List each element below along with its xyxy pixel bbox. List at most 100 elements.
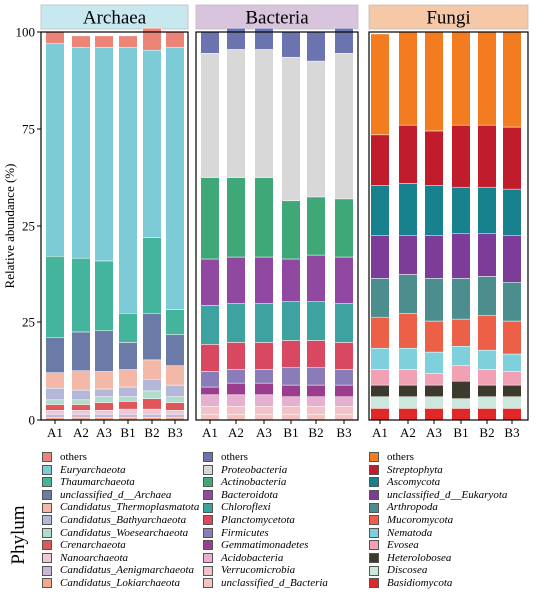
bar-segment — [142, 359, 162, 380]
legend-item: Candidatus_Thermoplasmatota — [42, 501, 199, 514]
bar-segment — [118, 386, 138, 397]
x-tick-label: B2 — [144, 425, 159, 440]
x-tick-label: B1 — [283, 425, 298, 440]
legend-title-text: Phylum — [8, 505, 29, 565]
bar-segment — [398, 235, 418, 275]
bar-segment — [118, 369, 138, 388]
bar-segment — [118, 342, 138, 370]
bar-segment — [451, 186, 471, 235]
bar-segment — [281, 340, 301, 368]
bar-segment — [398, 408, 418, 421]
bar-segment — [281, 200, 301, 260]
bar-segment — [306, 406, 326, 415]
bar-segment — [281, 384, 301, 397]
bar-segment — [451, 398, 471, 409]
bar-segment — [334, 369, 354, 386]
x-tick-label: B1 — [453, 425, 468, 440]
bar-segment — [71, 413, 91, 418]
legend-label: Candidatus_Aenigmarchaeota — [60, 564, 195, 577]
bar-segment — [94, 410, 114, 415]
legend-item: Streptophyta — [369, 464, 507, 477]
bar-segment — [281, 56, 301, 202]
bar-segment — [398, 124, 418, 184]
bar-segment — [45, 256, 65, 338]
bar-segment — [306, 340, 326, 368]
legend-label: Nanoarchaeota — [60, 551, 129, 564]
bar-segment — [370, 347, 390, 370]
bar-segment — [94, 396, 114, 403]
legend-label: Gemmatimonadetes — [221, 539, 309, 552]
legend-label: others — [387, 451, 414, 463]
facet-title: Bacteria — [245, 8, 309, 29]
bar-segment — [502, 188, 522, 236]
legend-label: Proteobacteria — [221, 463, 288, 476]
bar-segment — [200, 386, 220, 396]
legend-swatch — [203, 490, 213, 501]
x-tick-label: B2 — [308, 425, 323, 440]
bar-segment — [424, 31, 444, 132]
bar-segment — [281, 31, 301, 58]
bar-segment — [226, 27, 246, 50]
y-tick-label: 0 — [29, 413, 36, 428]
bar-segment — [94, 402, 114, 411]
legend-item: Chloroflexi — [203, 501, 328, 514]
bar-segment — [477, 276, 497, 316]
x-tick-label: B2 — [479, 425, 494, 440]
legend-label: others — [60, 451, 87, 463]
bar-segment — [306, 396, 326, 407]
bar-segment — [451, 124, 471, 188]
bar-segment — [502, 408, 522, 421]
y-axis: 0 25 25 75 100 — [16, 25, 41, 428]
bar-segment — [254, 342, 274, 370]
bar-segment — [477, 396, 497, 409]
bar-segment — [334, 396, 354, 407]
x-tick-label: B3 — [167, 425, 182, 440]
legend-item: Thaumarchaeota — [42, 476, 199, 489]
bar-segment — [334, 303, 354, 343]
bar-segment — [502, 282, 522, 322]
bar-segment — [398, 31, 418, 126]
legend-label: Verrucomicrobia — [221, 564, 296, 577]
legend-fungi: others Streptophyta Ascomycota unclassified… — [369, 451, 507, 590]
y-axis-title: Relative abundance (%) — [2, 164, 17, 289]
y-tick-label: 100 — [16, 25, 36, 40]
bar-segment — [424, 185, 444, 236]
bar-segment — [94, 371, 114, 390]
legend-swatch — [203, 540, 213, 551]
bar-segment — [254, 413, 274, 421]
bar-segment — [94, 413, 114, 418]
legend-swatch — [369, 464, 379, 475]
legend-item: unclassified_d__Eukaryota — [369, 489, 507, 502]
bar-segment — [45, 410, 65, 415]
bar-segment — [477, 124, 497, 188]
legend-item: Discosea — [369, 564, 507, 577]
legend-swatch — [369, 527, 379, 538]
bar-segment — [451, 31, 471, 126]
bar-segment — [306, 367, 326, 386]
x-tick-label: A2 — [228, 425, 244, 440]
legend-item: Verrucomicrobia — [203, 564, 328, 577]
bar-segment — [424, 130, 444, 186]
bar-segment — [370, 396, 390, 409]
legend-swatch — [203, 515, 213, 526]
bar-segment — [200, 31, 220, 54]
legend-item: others — [42, 451, 199, 464]
legend-item: Basidiomycota — [369, 577, 507, 590]
bar-segment — [45, 399, 65, 405]
bar-segment — [165, 402, 185, 411]
bar-segment — [424, 278, 444, 322]
bar-segment — [142, 413, 162, 418]
x-tick-label: A3 — [426, 425, 442, 440]
legend-swatch — [369, 553, 379, 564]
bar-segment — [398, 313, 418, 349]
bar-segment — [398, 347, 418, 370]
bar-segment — [94, 330, 114, 372]
bar-segment — [502, 235, 522, 283]
bar-segment — [424, 373, 444, 386]
legend-label: Euryarchaeota — [60, 463, 126, 476]
bar-segment — [45, 31, 65, 44]
legend-label: Discosea — [387, 564, 428, 577]
bar-segment — [94, 388, 114, 397]
legend-label: Planctomycetota — [221, 513, 295, 526]
